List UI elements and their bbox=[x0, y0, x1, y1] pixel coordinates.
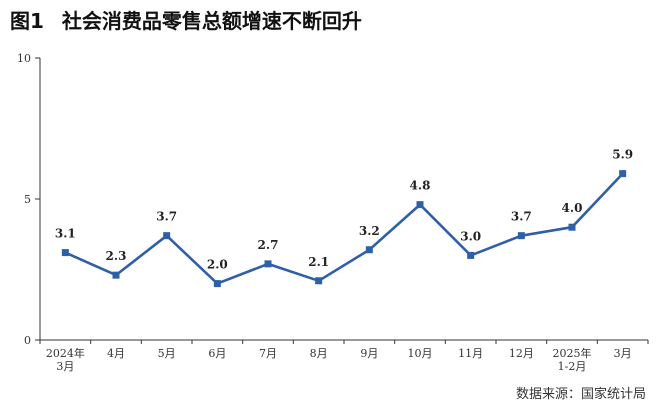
data-point bbox=[568, 223, 576, 231]
chart-title: 图1 社会消费品零售总额增速不断回升 bbox=[10, 6, 362, 36]
data-point bbox=[315, 277, 323, 285]
source-note: 数据来源：国家统计局 bbox=[515, 387, 646, 402]
data-label: 3.1 bbox=[55, 227, 76, 241]
figure-label: 图1 bbox=[10, 9, 44, 33]
x-tick-label: 12月 bbox=[509, 347, 534, 360]
x-tick-label: 2024年 3月 bbox=[46, 346, 85, 373]
x-tick-label: 4月 bbox=[107, 347, 125, 360]
data-label: 2.3 bbox=[106, 249, 127, 263]
data-label: 3.2 bbox=[359, 224, 380, 238]
data-point bbox=[416, 201, 424, 209]
data-point bbox=[163, 232, 171, 240]
x-tick-label: 10月 bbox=[408, 347, 433, 360]
x-tick-label: 2025年 1-2月 bbox=[553, 346, 592, 373]
data-point bbox=[517, 232, 525, 240]
data-label: 2.1 bbox=[308, 255, 329, 269]
x-tick-label: 9月 bbox=[360, 347, 378, 360]
data-label: 3.0 bbox=[460, 229, 481, 243]
y-tick-label: 10 bbox=[17, 52, 31, 65]
data-point bbox=[61, 249, 69, 257]
data-label: 3.7 bbox=[511, 210, 532, 224]
data-point bbox=[365, 246, 373, 254]
figure-title: 社会消费品零售总额增速不断回升 bbox=[61, 9, 362, 33]
data-point bbox=[213, 280, 221, 288]
x-tick-label: 5月 bbox=[158, 347, 176, 360]
data-label: 3.7 bbox=[156, 210, 177, 224]
y-tick-label: 5 bbox=[24, 193, 31, 206]
x-tick-label: 3月 bbox=[614, 347, 632, 360]
data-point bbox=[112, 271, 120, 279]
y-tick-label: 0 bbox=[24, 334, 31, 347]
data-label: 2.7 bbox=[258, 238, 279, 252]
series-line bbox=[64, 172, 624, 285]
data-label: 4.8 bbox=[410, 179, 431, 193]
x-tick-label: 6月 bbox=[208, 347, 226, 360]
x-tick-label: 11月 bbox=[458, 347, 483, 360]
x-tick-label: 7月 bbox=[259, 347, 277, 360]
data-label: 2.0 bbox=[207, 258, 228, 272]
data-label: 4.0 bbox=[562, 201, 583, 215]
data-point bbox=[264, 260, 272, 268]
data-point bbox=[619, 170, 627, 178]
data-label: 5.9 bbox=[612, 148, 633, 162]
x-tick-label: 8月 bbox=[310, 347, 328, 360]
data-point bbox=[467, 251, 475, 259]
